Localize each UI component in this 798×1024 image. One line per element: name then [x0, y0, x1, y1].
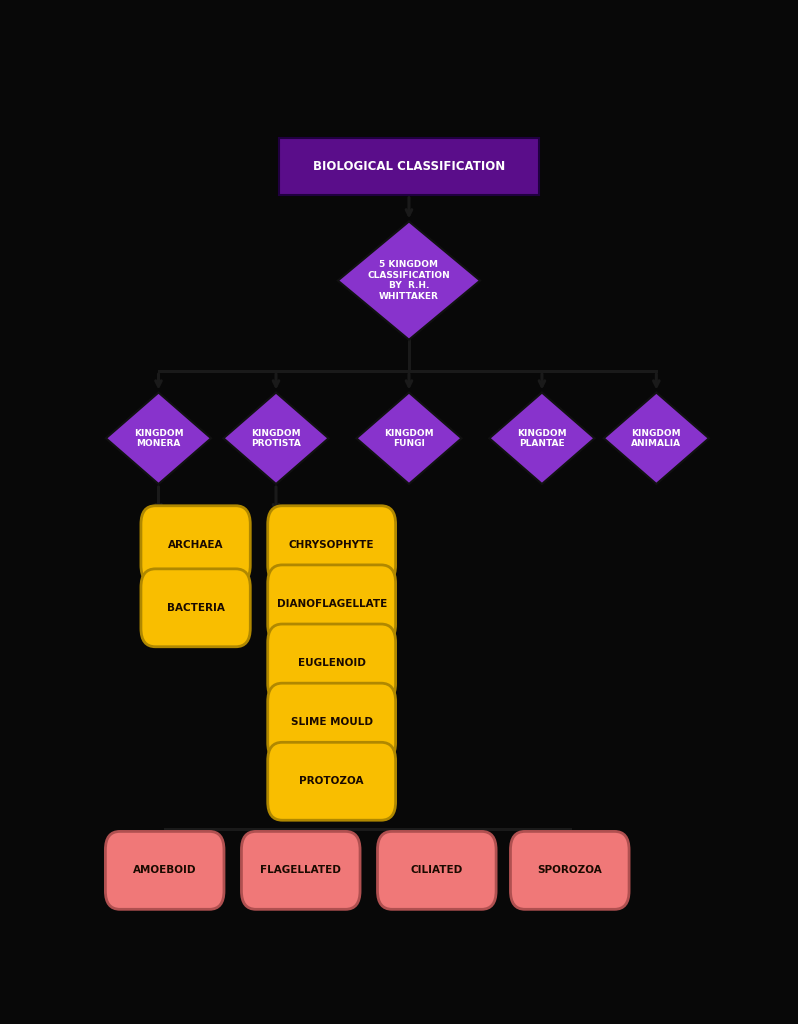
- FancyBboxPatch shape: [377, 831, 496, 909]
- FancyBboxPatch shape: [511, 831, 629, 909]
- Text: DIANOFLAGELLATE: DIANOFLAGELLATE: [277, 599, 387, 609]
- Polygon shape: [106, 392, 211, 484]
- FancyBboxPatch shape: [242, 831, 360, 909]
- Text: KINGDOM
MONERA: KINGDOM MONERA: [134, 429, 184, 447]
- Polygon shape: [338, 221, 480, 340]
- FancyBboxPatch shape: [141, 569, 251, 647]
- Text: SPOROZOA: SPOROZOA: [537, 865, 602, 876]
- Polygon shape: [357, 392, 461, 484]
- Text: BACTERIA: BACTERIA: [167, 603, 224, 612]
- Text: SLIME MOULD: SLIME MOULD: [290, 717, 373, 727]
- Text: ARCHAEA: ARCHAEA: [168, 540, 223, 550]
- FancyBboxPatch shape: [141, 506, 251, 584]
- Text: CILIATED: CILIATED: [411, 865, 463, 876]
- Text: FLAGELLATED: FLAGELLATED: [260, 865, 342, 876]
- FancyBboxPatch shape: [267, 683, 396, 761]
- Text: KINGDOM
ANIMALIA: KINGDOM ANIMALIA: [631, 429, 681, 447]
- Text: 5 KINGDOM
CLASSIFICATION
BY  R.H.
WHITTAKER: 5 KINGDOM CLASSIFICATION BY R.H. WHITTAK…: [368, 260, 450, 301]
- FancyBboxPatch shape: [267, 624, 396, 701]
- Polygon shape: [604, 392, 709, 484]
- Text: BIOLOGICAL CLASSIFICATION: BIOLOGICAL CLASSIFICATION: [313, 160, 505, 173]
- Text: CHRYSOPHYTE: CHRYSOPHYTE: [289, 540, 374, 550]
- FancyBboxPatch shape: [105, 831, 224, 909]
- Text: KINGDOM
FUNGI: KINGDOM FUNGI: [384, 429, 434, 447]
- Text: KINGDOM
PROTISTA: KINGDOM PROTISTA: [251, 429, 301, 447]
- FancyBboxPatch shape: [267, 742, 396, 820]
- FancyBboxPatch shape: [267, 565, 396, 643]
- Polygon shape: [489, 392, 595, 484]
- FancyBboxPatch shape: [279, 138, 539, 195]
- Text: PROTOZOA: PROTOZOA: [299, 776, 364, 786]
- Text: EUGLENOID: EUGLENOID: [298, 658, 365, 668]
- Text: KINGDOM
PLANTAE: KINGDOM PLANTAE: [517, 429, 567, 447]
- Polygon shape: [223, 392, 329, 484]
- FancyBboxPatch shape: [267, 506, 396, 584]
- Text: AMOEBOID: AMOEBOID: [133, 865, 196, 876]
